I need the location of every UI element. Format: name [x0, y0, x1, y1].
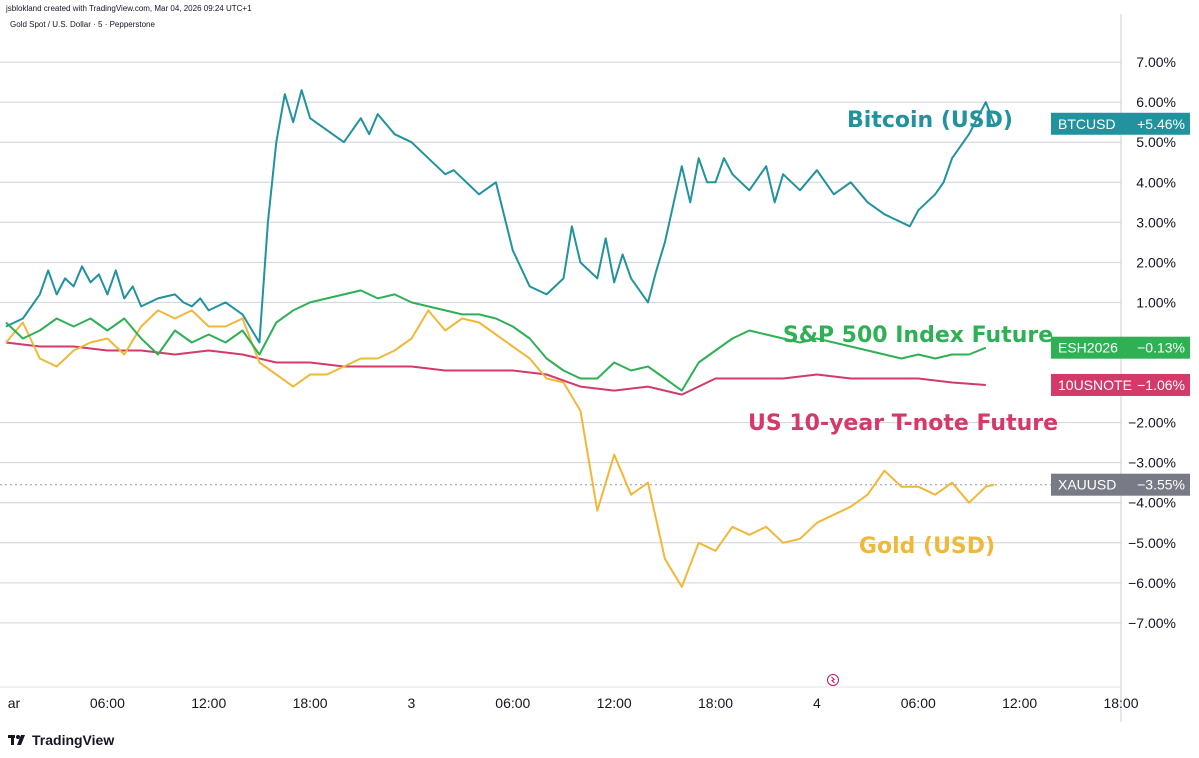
price-axis-badges: BTCUSD +5.46% ESH2026 −0.13% 10USNOTE −1.06% X… [1051, 112, 1190, 496]
y-tick-label: 7.00% [1136, 54, 1176, 70]
annotation-label: Gold (USD) [859, 534, 995, 559]
x-tick-label: 06:00 [901, 695, 936, 711]
y-axis-ticks: 7.00% 6.00% 5.00% 4.00% 3.00% 2.00% 1.00% −2.00… [1128, 54, 1176, 631]
y-tick-label: 4.00% [1136, 174, 1176, 190]
x-tick-label: 12:00 [1002, 695, 1037, 711]
badge-symbol: 10USNOTE [1058, 377, 1132, 393]
y-tick-label: −6.00% [1128, 575, 1176, 591]
badge-symbol: XAUUSD [1058, 477, 1116, 493]
badge-symbol: ESH2026 [1058, 340, 1118, 356]
y-tick-label: −4.00% [1128, 495, 1176, 511]
y-tick-label: −5.00% [1128, 535, 1176, 551]
badge-value: −1.06% [1137, 377, 1185, 393]
series-line-10usnote [5, 341, 986, 396]
x-axis-ticks: ar 06:00 12:00 18:00 3 06:00 12:00 18:00 4 06:00 1… [8, 695, 1139, 711]
y-tick-label: 2.00% [1136, 254, 1176, 270]
badge-bg [1051, 336, 1190, 359]
series-annotations: Bitcoin (USD) S&P 500 Index Future US 10-y… [748, 108, 1058, 559]
y-tick-label: −2.00% [1128, 415, 1176, 431]
y-tick-label: −3.00% [1128, 455, 1176, 471]
chart-credit: jsblokland created with TradingView.com,… [6, 4, 252, 13]
badge-bg [1051, 373, 1190, 396]
badge-symbol: BTCUSD [1058, 116, 1116, 132]
y-tick-label: 1.00% [1136, 294, 1176, 310]
x-tick-label: 18:00 [1103, 695, 1138, 711]
badge-bg [1051, 112, 1190, 135]
tradingview-logo-icon [8, 735, 25, 745]
y-tick-label: −7.00% [1128, 615, 1176, 631]
x-tick-label: 3 [408, 695, 416, 711]
badge-bg [1051, 473, 1190, 496]
x-tick-label: 12:00 [597, 695, 632, 711]
series-line-xauusd [5, 309, 995, 588]
x-tick-label: 18:00 [698, 695, 733, 711]
x-tick-label: 12:00 [191, 695, 226, 711]
brand: TradingView [8, 732, 114, 748]
x-tick-label: 06:00 [495, 695, 530, 711]
y-tick-label: 5.00% [1136, 134, 1176, 150]
grid-lines [0, 61, 1121, 624]
y-tick-label: 3.00% [1136, 214, 1176, 230]
annotation-label: US 10-year T-note Future [748, 411, 1058, 436]
brand-name: TradingView [32, 732, 115, 748]
badge-value: +5.46% [1137, 116, 1185, 132]
symbol-title: Gold Spot / U.S. Dollar · 5 · Pepperston… [10, 20, 155, 29]
x-tick-label: 4 [813, 695, 821, 711]
y-tick-label: 6.00% [1136, 94, 1176, 110]
badge-value: −0.13% [1137, 340, 1185, 356]
x-tick-label: 18:00 [293, 695, 328, 711]
series-line-esh2026 [5, 289, 987, 392]
series-line-btcusd [5, 89, 996, 344]
replay-icon[interactable] [827, 674, 839, 686]
x-tick-label: 06:00 [90, 695, 125, 711]
annotation-label: Bitcoin (USD) [847, 108, 1013, 133]
badge-value: −3.55% [1137, 477, 1185, 493]
series-lines [5, 89, 996, 588]
annotation-label: S&P 500 Index Future [783, 323, 1053, 348]
x-tick-label: ar [8, 695, 21, 711]
